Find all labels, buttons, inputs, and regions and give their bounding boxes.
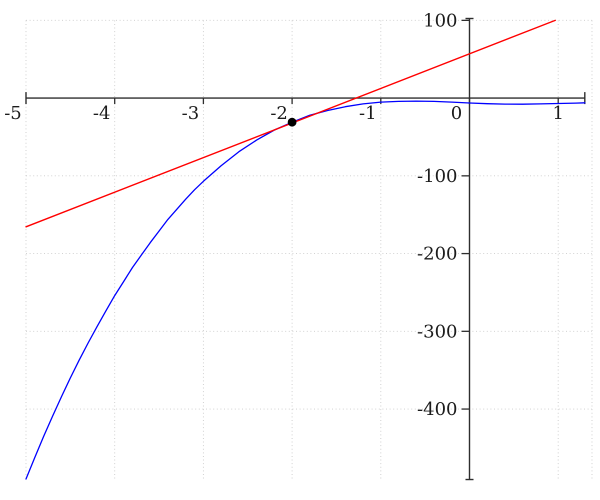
x-tick-label-0: 0 xyxy=(451,103,462,124)
x-tick-label--1: -1 xyxy=(359,103,377,124)
tangency-point-marker xyxy=(287,117,297,127)
x-tick-label-1: 1 xyxy=(552,103,563,124)
y-tick-label-100: 100 xyxy=(423,10,457,31)
y-tick-label--400: -400 xyxy=(417,399,457,420)
y-tick-label--300: -300 xyxy=(417,321,457,342)
y-tick-label--200: -200 xyxy=(417,244,457,265)
x-tick-label--2: -2 xyxy=(270,103,288,124)
x-tick-label--3: -3 xyxy=(182,103,200,124)
x-tick-label--4: -4 xyxy=(93,103,111,124)
y-tick-label--100: -100 xyxy=(417,166,457,187)
x-tick-label--5: -5 xyxy=(4,103,22,124)
function-curve xyxy=(25,100,586,480)
